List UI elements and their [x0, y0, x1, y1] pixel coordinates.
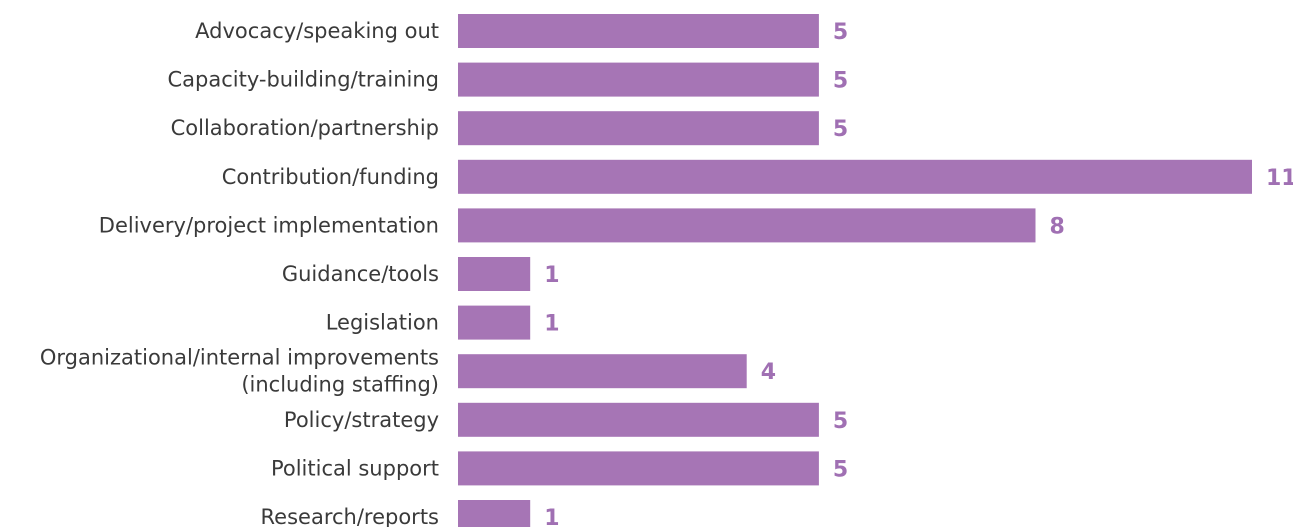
- category-label: Political support: [271, 456, 439, 480]
- category-label: Delivery/project implementation: [99, 213, 439, 237]
- bar: [458, 257, 531, 291]
- bar: [458, 451, 819, 486]
- category-label: Organizational/internal improvements: [40, 346, 439, 370]
- category-label: Advocacy/speaking out: [195, 19, 439, 43]
- value-label: 5: [833, 457, 848, 482]
- value-label: 1: [544, 506, 559, 527]
- bar: [458, 208, 1036, 243]
- category-label: Legislation: [326, 311, 439, 335]
- bar: [458, 500, 531, 527]
- value-label: 5: [833, 117, 848, 142]
- category-labels: Advocacy/speaking out Capacity-building/t…: [40, 19, 439, 527]
- category-label: Collaboration/partnership: [171, 116, 439, 140]
- value-label: 1: [544, 263, 559, 288]
- bar: [458, 159, 1252, 194]
- value-label: 11: [1266, 166, 1293, 191]
- bar: [458, 354, 747, 389]
- category-label: (including staffing): [241, 373, 439, 397]
- value-label: 5: [833, 409, 848, 434]
- category-label: Guidance/tools: [282, 262, 439, 286]
- bar: [458, 305, 531, 340]
- bar: [458, 62, 819, 97]
- value-label: 5: [833, 20, 848, 45]
- value-label: 5: [833, 69, 848, 94]
- value-label: 4: [761, 360, 776, 385]
- category-label: Capacity-building/training: [167, 68, 439, 92]
- value-label: 1: [544, 312, 559, 337]
- bar: [458, 402, 819, 437]
- bars: [458, 14, 1252, 527]
- category-label: Research/reports: [261, 505, 439, 527]
- bar: [458, 14, 819, 48]
- value-label: 8: [1050, 214, 1065, 239]
- category-label: Policy/strategy: [284, 408, 439, 432]
- bar: [458, 111, 819, 146]
- category-label: Contribution/funding: [222, 165, 439, 189]
